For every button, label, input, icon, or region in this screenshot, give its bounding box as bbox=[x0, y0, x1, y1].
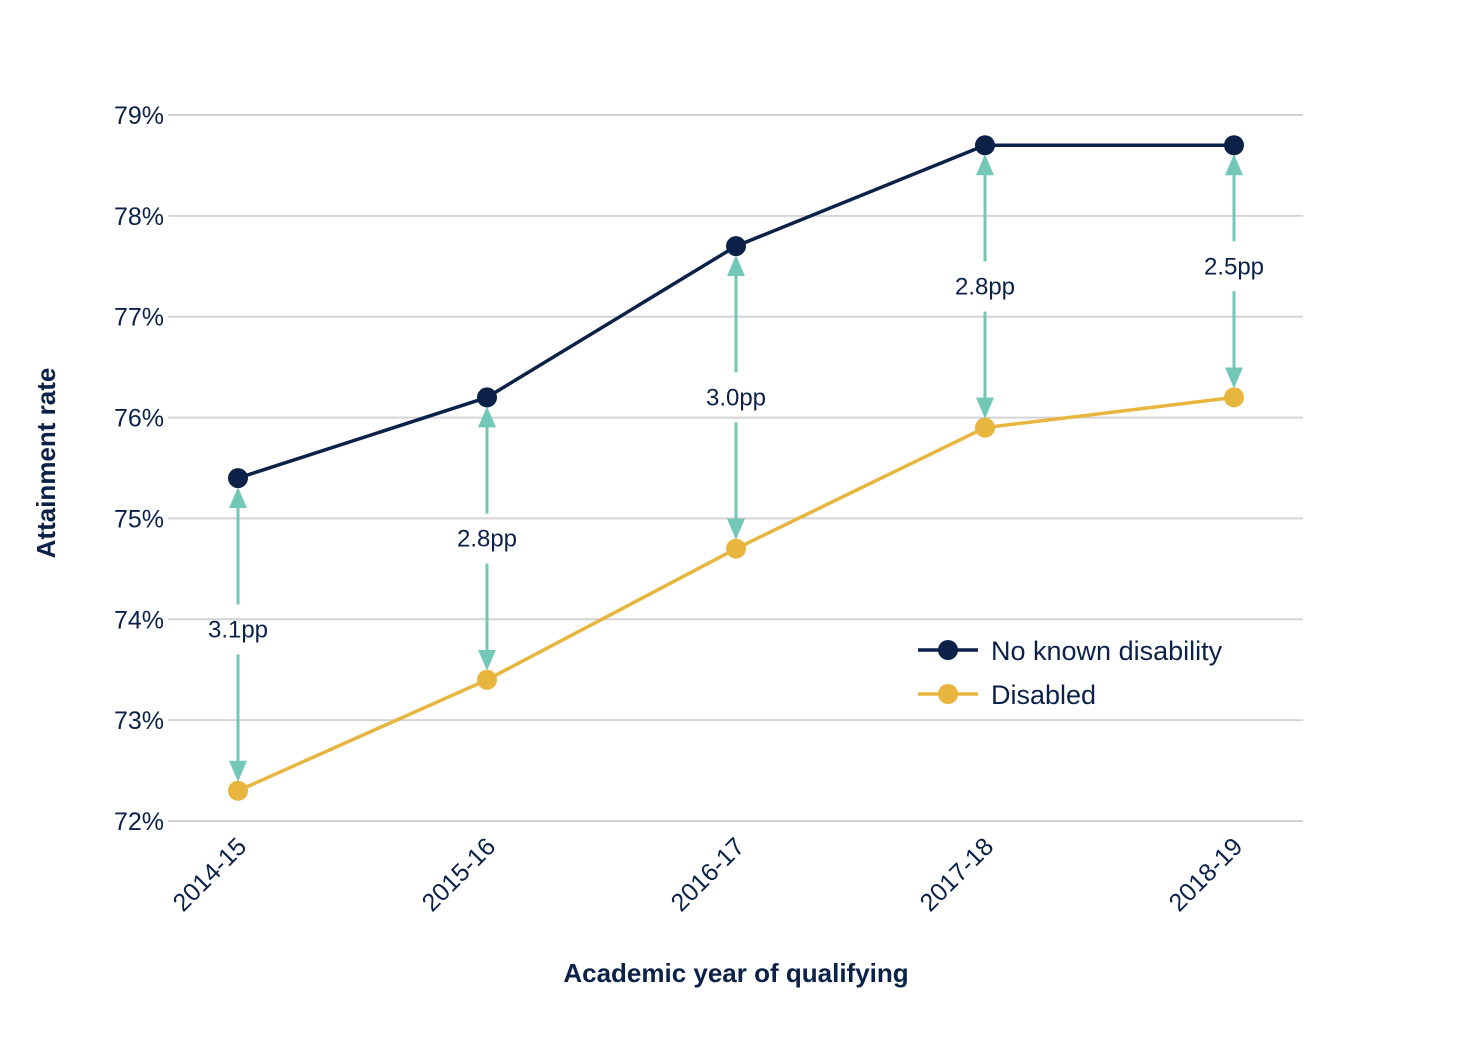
series-lines bbox=[228, 135, 1244, 801]
data-point bbox=[726, 236, 746, 257]
y-tick-label: 74% bbox=[114, 606, 164, 634]
data-point bbox=[1224, 387, 1244, 408]
gap-label: 2.5pp bbox=[1204, 253, 1264, 280]
data-point bbox=[228, 468, 248, 489]
data-point bbox=[477, 669, 497, 690]
data-point bbox=[477, 387, 497, 408]
y-tick-label: 75% bbox=[114, 505, 164, 533]
legend-label: No known disability bbox=[991, 636, 1223, 666]
gap-annotations: 3.1pp 2.8pp 3.0pp 2.8pp 2.5pp bbox=[208, 154, 1264, 782]
data-point bbox=[975, 135, 995, 156]
data-point bbox=[975, 417, 995, 438]
data-point bbox=[228, 780, 248, 801]
x-tick-label: 2017-18 bbox=[915, 832, 1000, 917]
gap-label: 3.1pp bbox=[208, 616, 268, 643]
legend-swatch-marker bbox=[938, 684, 958, 704]
legend-label: Disabled bbox=[991, 680, 1096, 710]
legend-swatch-marker bbox=[938, 640, 958, 660]
y-tick-label: 72% bbox=[114, 808, 164, 836]
x-axis-title: Academic year of qualifying bbox=[563, 958, 908, 988]
data-point bbox=[726, 538, 746, 559]
y-tick-label: 76% bbox=[114, 405, 164, 433]
y-tick-label: 77% bbox=[114, 304, 164, 332]
x-tick-label: 2018-19 bbox=[1164, 832, 1249, 917]
gap-label: 2.8pp bbox=[457, 526, 517, 553]
x-axis-ticks: 2014-15 2015-16 2016-17 2017-18 2018-19 bbox=[168, 832, 1249, 917]
y-tick-label: 79% bbox=[114, 102, 164, 130]
y-tick-label: 78% bbox=[114, 203, 164, 231]
gap-label: 2.8pp bbox=[955, 273, 1015, 300]
legend: No known disability Disabled bbox=[918, 636, 1223, 710]
x-tick-label: 2015-16 bbox=[417, 832, 502, 917]
data-point bbox=[1224, 135, 1244, 156]
y-axis-ticks: 72% 73% 74% 75% 76% 77% 78% 79% bbox=[114, 102, 164, 836]
y-tick-label: 73% bbox=[114, 707, 164, 735]
x-tick-label: 2014-15 bbox=[168, 832, 253, 917]
y-axis-title: Attainment rate bbox=[31, 368, 61, 559]
gap-label: 3.0pp bbox=[706, 384, 766, 411]
x-tick-label: 2016-17 bbox=[666, 832, 751, 917]
